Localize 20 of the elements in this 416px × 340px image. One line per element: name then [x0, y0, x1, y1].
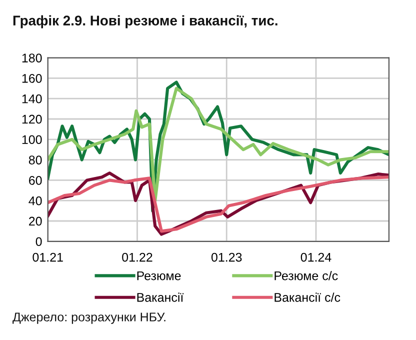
y-tick-label: 180: [22, 54, 42, 62]
legend-label: Вакансії с/с: [274, 292, 340, 302]
x-tick-label: 01.23: [211, 252, 242, 262]
text: Джерело: розрахунки НБУ.: [12, 312, 166, 324]
x-tick-label: 01.24: [300, 252, 332, 262]
x-tick-label: 01.21: [32, 252, 63, 262]
y-tick-label: 160: [22, 74, 42, 83]
x-tick-label: 01.22: [122, 252, 152, 262]
y-tick-label: 40: [28, 196, 42, 206]
y-tick-label: 60: [29, 176, 42, 185]
legend-label: Резюме: [137, 271, 181, 280]
legend-label: Резюме с/с: [274, 271, 338, 280]
y-tick-label: 100: [22, 135, 42, 144]
chart-title: Графік 2.9. Нові резюме і вакансії, тис.: [13, 15, 278, 28]
y-tick-label: 80: [28, 156, 42, 164]
y-tick-label: 140: [22, 94, 42, 104]
y-tick-label: 20: [29, 216, 42, 226]
legend-label: Вакансії: [137, 292, 184, 302]
y-tick-label: 120: [22, 114, 42, 124]
y-tick-label: 0: [36, 237, 42, 246]
